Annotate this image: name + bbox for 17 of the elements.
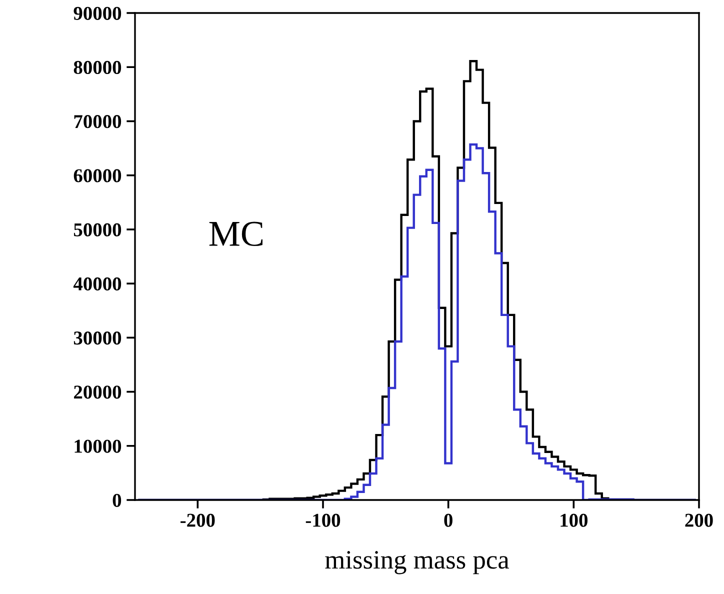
x-tick-label: -100 xyxy=(306,514,340,527)
x-tick-label: 200 xyxy=(685,514,713,527)
y-tick-label: 30000 xyxy=(74,331,122,345)
y-tick-label: 70000 xyxy=(74,115,122,128)
y-tick-label: 20000 xyxy=(74,386,122,399)
y-tick-label: 0 xyxy=(112,494,122,507)
annotation: MC xyxy=(209,222,263,246)
y-tick-label: 90000 xyxy=(74,6,122,20)
x-axis-title: missing mass pca xyxy=(325,551,509,574)
x-tick-label: 100 xyxy=(560,514,588,527)
y-tick-label: 50000 xyxy=(74,223,122,236)
y-tick-label: 60000 xyxy=(74,169,122,182)
y-tick-label: 10000 xyxy=(74,440,122,453)
y-tick-label: 40000 xyxy=(73,277,122,290)
x-tick-label: 0 xyxy=(444,514,452,527)
x-tick-label: -200 xyxy=(180,514,215,527)
y-tick-label: 80000 xyxy=(74,60,122,74)
